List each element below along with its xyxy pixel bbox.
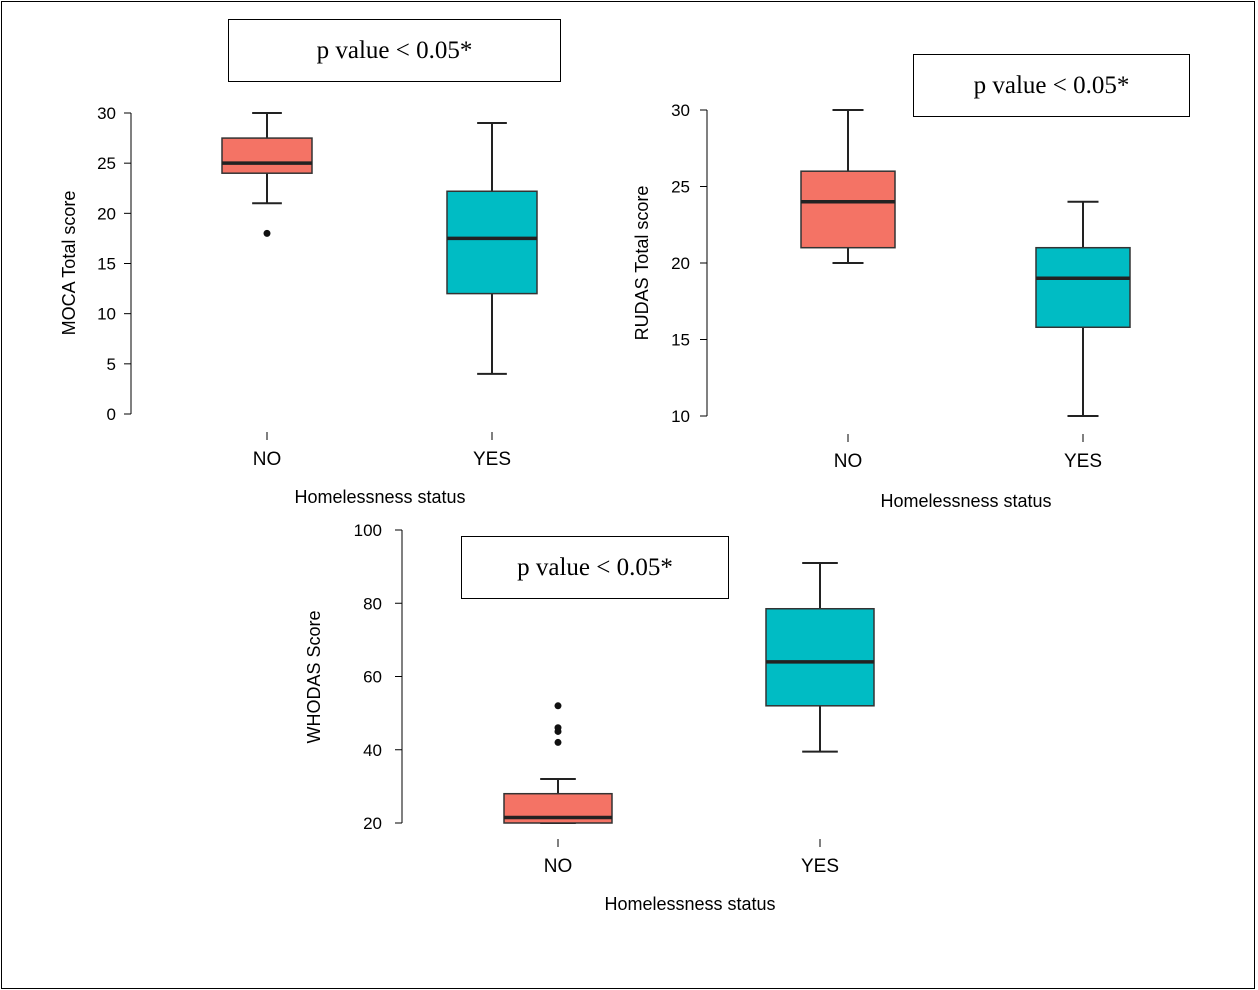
y-tick-label: 30 <box>97 104 116 123</box>
box-yes <box>446 190 538 295</box>
box-yes <box>1035 246 1131 329</box>
outlier-point <box>554 724 562 732</box>
y-axis-title: MOCA Total score <box>59 191 79 336</box>
x-tick-label: YES <box>473 449 511 470</box>
x-tick-label: NO <box>544 856 573 877</box>
y-tick-label: 10 <box>671 407 690 426</box>
p-value-annotation-whodas: p value < 0.05* <box>461 536 729 599</box>
y-tick-label: 25 <box>671 178 690 197</box>
box-yes <box>765 607 875 707</box>
y-tick-label: 40 <box>363 741 382 760</box>
y-tick-label: 15 <box>97 255 116 274</box>
p-value-annotation-moca: p value < 0.05* <box>228 19 561 82</box>
y-tick-label: 60 <box>363 668 382 687</box>
y-tick-label: 80 <box>363 594 382 613</box>
x-tick-label: YES <box>801 856 839 877</box>
y-tick-label: 20 <box>671 254 690 273</box>
y-tick-label: 10 <box>97 305 116 324</box>
outlier-point <box>554 738 562 746</box>
x-axis-title: Homelessness status <box>294 487 465 507</box>
y-tick-label: 30 <box>671 101 690 120</box>
outlier-point <box>554 702 562 710</box>
y-tick-label: 5 <box>107 355 116 374</box>
outlier-point <box>263 229 271 237</box>
x-axis-title: Homelessness status <box>880 491 1051 511</box>
y-tick-label: 15 <box>671 331 690 350</box>
box-no <box>221 137 313 174</box>
y-tick-label: 25 <box>97 154 116 173</box>
x-tick-label: NO <box>834 451 863 472</box>
y-tick-label: 0 <box>107 405 116 424</box>
x-tick-label: YES <box>1064 451 1102 472</box>
y-axis-title: RUDAS Total score <box>632 186 652 341</box>
box-no <box>800 170 896 249</box>
p-value-annotation-rudas: p value < 0.05* <box>913 54 1190 117</box>
y-tick-label: 100 <box>354 521 382 540</box>
y-tick-label: 20 <box>363 814 382 833</box>
x-axis-title: Homelessness status <box>604 894 775 914</box>
x-tick-label: NO <box>253 449 282 470</box>
y-axis-title: WHODAS Score <box>304 610 324 743</box>
y-tick-label: 20 <box>97 204 116 223</box>
